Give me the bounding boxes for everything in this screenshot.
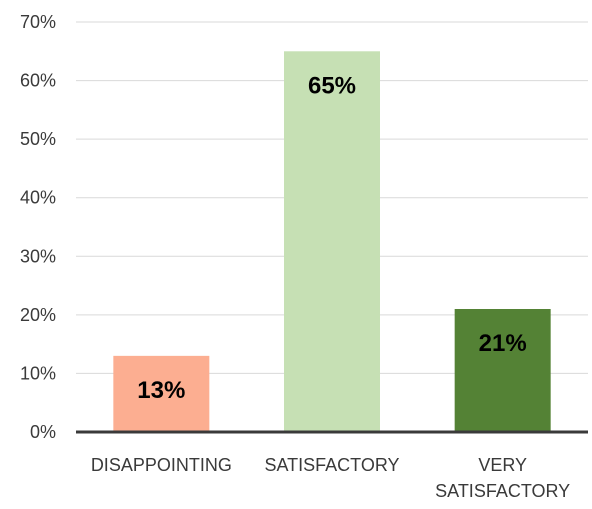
- bars: [113, 51, 551, 433]
- y-tick-label: 70%: [20, 12, 56, 32]
- bar: [454, 309, 551, 432]
- bar: [284, 51, 380, 433]
- x-category-label: VERY SATISFACTORY: [435, 455, 570, 501]
- data-label: 21%: [479, 330, 527, 357]
- y-tick-label: 20%: [20, 305, 56, 325]
- y-tick-label: 10%: [20, 363, 56, 383]
- y-tick-label: 50%: [20, 129, 56, 149]
- y-tick-label: 30%: [20, 246, 56, 266]
- data-label: 13%: [137, 377, 185, 404]
- y-tick-label: 0%: [30, 422, 56, 442]
- y-axis-ticks: 0% 10% 20% 30% 40% 50% 60% 70%: [20, 12, 56, 442]
- x-category-label: SATISFACTORY: [264, 455, 399, 475]
- y-tick-label: 60%: [20, 71, 56, 91]
- data-label: 65%: [308, 72, 356, 99]
- y-tick-label: 40%: [20, 188, 56, 208]
- data-labels: 13% 65% 21%: [137, 72, 526, 404]
- x-category-label: DISAPPOINTING: [91, 455, 232, 475]
- x-axis-categories: DISAPPOINTING SATISFACTORY VERY SATISFACTOR…: [91, 455, 570, 501]
- bar: [113, 355, 210, 432]
